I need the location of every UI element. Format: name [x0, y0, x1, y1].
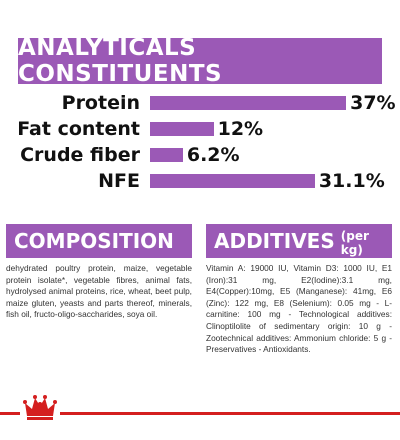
- composition-title: COMPOSITION: [14, 229, 174, 253]
- analytic-row-fat: Fat content 12%: [0, 116, 400, 142]
- analytic-value: 31.1%: [318, 170, 385, 192]
- analytic-bar: [150, 148, 183, 162]
- analyticals-title: ANALYTICALS CONSTITUENTS: [18, 35, 223, 87]
- analytic-bar: [150, 96, 347, 110]
- analytic-row-fiber: Crude fiber 6.2%: [0, 142, 400, 168]
- analytic-label: Crude fiber: [20, 144, 140, 166]
- footer-divider: [0, 412, 400, 415]
- additives-text: Vitamin A: 19000 IU, Vitamin D3: 1000 IU…: [206, 263, 392, 355]
- crown-icon: [20, 395, 60, 424]
- analytic-bar: [150, 122, 214, 136]
- additives-header: ADDITIVES (per kg): [206, 224, 392, 258]
- analytic-value: 12%: [217, 118, 264, 140]
- analyticals-header: ANALYTICALS CONSTITUENTS: [18, 35, 382, 87]
- analytic-label: Fat content: [17, 118, 140, 140]
- analytic-label: NFE: [98, 170, 140, 192]
- analytic-row-nfe: NFE 31.1%: [0, 168, 400, 194]
- additives-title: ADDITIVES: [214, 229, 335, 253]
- additives-subtitle: (per kg): [340, 229, 369, 257]
- analytic-label: Protein: [61, 92, 140, 114]
- analytic-row-protein: Protein 37%: [0, 90, 400, 116]
- composition-header: COMPOSITION: [6, 224, 192, 258]
- analytic-value: 37%: [350, 92, 396, 114]
- composition-text: dehydrated poultry protein, maize, veget…: [6, 263, 192, 320]
- analytic-value: 6.2%: [186, 144, 240, 166]
- analytic-bar: [150, 174, 315, 188]
